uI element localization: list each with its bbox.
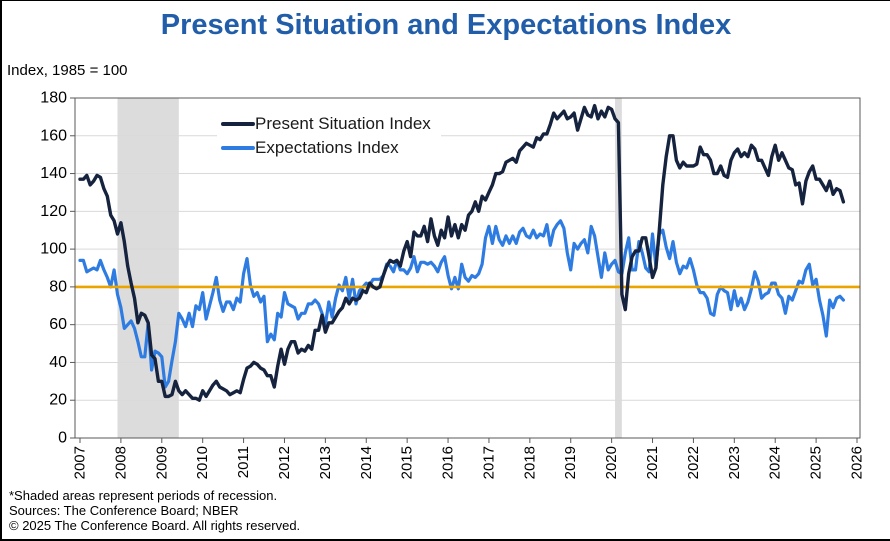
legend-item-present-situation: Present Situation Index — [221, 114, 431, 133]
x-axis-tick-label: 2018 — [521, 446, 538, 479]
y-axis-tick-label: 40 — [49, 354, 67, 371]
x-axis-tick-label: 2013 — [317, 446, 334, 479]
x-axis-tick-label: 2025 — [808, 446, 825, 479]
x-axis-tick-label: 2015 — [399, 446, 416, 479]
y-axis-tick-label: 80 — [49, 278, 67, 295]
x-axis-tick-label: 2010 — [194, 446, 211, 479]
y-axis-tick-label: 20 — [49, 392, 67, 409]
y-axis-tick-label: 100 — [40, 241, 67, 258]
y-axis-tick-label: 0 — [58, 430, 67, 447]
x-axis-tick-label: 2007 — [72, 446, 89, 479]
axis-unit-label: Index, 1985 = 100 — [7, 62, 128, 79]
y-axis-tick-label: 140 — [40, 165, 67, 182]
y-axis-tick-label: 120 — [40, 203, 67, 220]
legend-label-present-situation: Present Situation Index — [255, 114, 431, 133]
y-axis-tick-label: 160 — [40, 127, 67, 144]
x-axis-tick-label: 2008 — [112, 446, 129, 479]
footnotes: *Shaded areas represent periods of reces… — [9, 488, 300, 533]
y-axis-tick-label: 60 — [49, 316, 67, 333]
chart-title: Present Situation and Expectations Index — [160, 9, 732, 41]
expectations-swatch — [221, 145, 255, 150]
expectations-line — [78, 219, 846, 389]
present-situation-line — [78, 103, 846, 402]
x-axis-tick-label: 2022 — [685, 446, 702, 479]
x-axis-tick-label: 2019 — [562, 446, 579, 479]
x-axis-tick-label: 2012 — [276, 446, 293, 479]
legend-item-expectations: Expectations Index — [221, 138, 431, 157]
x-axis-tick-label: 2009 — [153, 446, 170, 479]
x-axis-tick-label: 2016 — [440, 446, 457, 479]
x-axis-tick-label: 2024 — [767, 446, 784, 479]
x-axis-tick-label: 2026 — [849, 446, 866, 479]
legend: Present Situation Index Expectations Ind… — [217, 111, 441, 162]
footnote-copyright: © 2025 The Conference Board. All rights … — [9, 518, 301, 533]
footnote-sources: Sources: The Conference Board; NBER — [9, 503, 239, 518]
present-situation-swatch — [221, 121, 255, 126]
plot-frame — [74, 97, 861, 439]
x-axis-tick-label: 2020 — [603, 446, 620, 479]
x-axis-tick-label: 2023 — [726, 446, 743, 479]
x-axis-tick-label: 2017 — [480, 446, 497, 479]
legend-label-expectations: Expectations Index — [255, 138, 399, 157]
y-axis-tick-label: 180 — [40, 90, 67, 107]
x-axis-tick-label: 2011 — [235, 446, 252, 478]
x-axis-tick-label: 2021 — [644, 446, 661, 479]
x-axis-tick-label: 2014 — [358, 446, 375, 479]
footnote-recession: *Shaded areas represent periods of reces… — [9, 488, 278, 503]
